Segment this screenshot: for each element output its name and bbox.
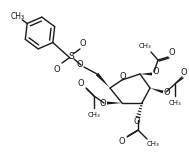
- Polygon shape: [150, 88, 163, 93]
- Text: CH₃: CH₃: [139, 43, 151, 49]
- Text: O: O: [120, 72, 126, 81]
- Text: O: O: [153, 67, 159, 76]
- Text: O: O: [80, 39, 86, 47]
- Text: O: O: [78, 79, 84, 87]
- Text: O: O: [164, 87, 170, 96]
- Polygon shape: [107, 101, 122, 105]
- Text: S: S: [68, 51, 74, 60]
- Text: O: O: [169, 47, 175, 56]
- Text: CH₃: CH₃: [169, 100, 181, 106]
- Polygon shape: [96, 73, 110, 88]
- Text: O: O: [77, 59, 83, 69]
- Text: CH₃: CH₃: [147, 141, 159, 147]
- Text: O: O: [54, 65, 60, 74]
- Text: CH₃: CH₃: [88, 112, 100, 118]
- Text: O: O: [181, 68, 187, 77]
- Text: O: O: [100, 98, 106, 108]
- Text: O: O: [119, 136, 125, 146]
- Text: O: O: [134, 118, 140, 126]
- Text: CH₃: CH₃: [10, 12, 25, 21]
- Polygon shape: [140, 73, 152, 76]
